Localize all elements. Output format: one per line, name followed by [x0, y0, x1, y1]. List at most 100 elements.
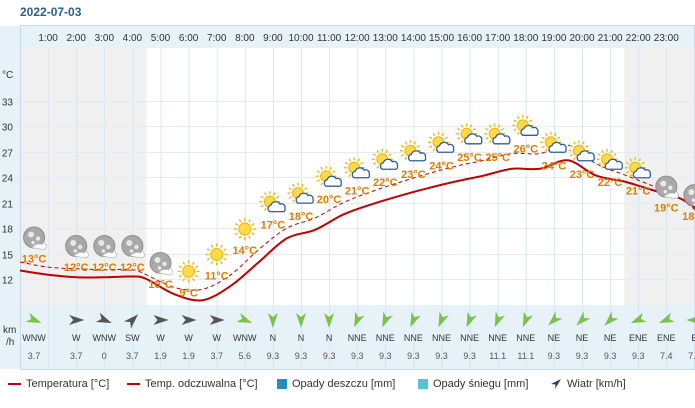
sun-ray [223, 257, 227, 261]
legend-rain-swatch [277, 379, 287, 390]
sun-ray [441, 132, 445, 137]
cloud-shape [323, 175, 342, 187]
sun-ray [178, 265, 182, 268]
sun-ray [248, 235, 251, 239]
wind-unit-h: /h [6, 337, 14, 348]
wind-speed: 1.9 [154, 351, 167, 361]
wind-speed: 5.6 [239, 351, 252, 361]
moon-cloud [663, 191, 679, 200]
wind-direction: NNE [432, 333, 451, 343]
wind-arrow-shape [382, 311, 393, 328]
wind-direction: ENE [657, 333, 676, 343]
moon-cloud [157, 267, 174, 276]
legend-wind: Wiatr [km/h] [550, 378, 626, 390]
wind-speed: 9.3 [604, 351, 617, 361]
sun-ray [528, 119, 533, 123]
wind-speed: 3.7 [210, 351, 223, 361]
sun-ray [276, 195, 280, 199]
sun-ray [264, 207, 267, 212]
hour-label: 5:00 [151, 33, 171, 44]
wind-direction: NNE [516, 333, 535, 343]
temperature-label: 20°C [317, 194, 342, 206]
hour-label: 1:00 [38, 33, 58, 44]
cloud-shape [520, 124, 539, 136]
temperature-label: 14°C [233, 245, 258, 257]
moon-clouds-icon [23, 226, 47, 250]
wind-speed: 11.1 [517, 351, 534, 361]
wind-speed: 3.7 [28, 351, 41, 361]
moon-cloud [129, 250, 145, 259]
cloud-shape [604, 158, 623, 170]
moon-clouds-icon [655, 175, 679, 200]
wind-direction: NNE [348, 333, 367, 343]
cloud-shape [492, 133, 511, 145]
sun-cloud-icon [371, 148, 399, 170]
temperature-label: 22°C [598, 177, 623, 189]
wind-arrow-icon [466, 311, 477, 328]
feels-like-line [19, 144, 695, 291]
wind-direction: W [212, 333, 221, 343]
wind-arrow-shape [410, 311, 421, 328]
wind-arrow-shape [522, 311, 534, 328]
hour-label: 10:00 [288, 33, 313, 44]
sun-ray [195, 274, 199, 278]
wind-direction: WNW [22, 333, 46, 343]
moon-crater [668, 185, 673, 190]
sun-ray [348, 158, 352, 162]
wind-arrow-icon [236, 312, 253, 324]
sun-cloud-icon [399, 140, 427, 162]
sun-ray [376, 149, 380, 154]
sun-ray [429, 136, 433, 140]
temperature-label: 26°C [514, 143, 539, 155]
cloud-shape [351, 167, 371, 179]
sun-cloud-icon [540, 131, 567, 153]
wind-arrow-icon [123, 314, 139, 329]
sun-ray [320, 182, 323, 186]
sun-ray [195, 265, 199, 268]
sun-ray [400, 153, 405, 157]
wind-arrow-icon [410, 311, 421, 328]
sun-ray [557, 136, 561, 140]
sun-ray [251, 222, 255, 226]
sun-ray [273, 192, 276, 196]
wind-direction: N [298, 333, 305, 343]
sun-ray [432, 132, 436, 137]
sun-ray [457, 136, 461, 140]
sun-ray [210, 244, 214, 248]
temperature-label: 12°C [92, 262, 117, 274]
left-axis-band [0, 26, 20, 369]
wind-arrow-icon [548, 311, 563, 326]
moon-crater [73, 249, 77, 253]
wind-speed: 9.3 [407, 351, 420, 361]
sun-ray [569, 144, 573, 148]
sun-ray [260, 195, 264, 199]
wind-arrow-icon [522, 311, 534, 328]
sun-ray [220, 261, 223, 265]
wind-arrow-icon [69, 315, 85, 325]
y-tick-label: 24 [2, 174, 14, 185]
wind-speed: 9.3 [267, 351, 280, 361]
sun-ray [304, 187, 308, 190]
hour-label: 23:00 [654, 33, 679, 44]
legend-temp: Temperatura [°C] [8, 378, 109, 390]
cloud-shape [436, 141, 455, 153]
legend-temp-line [8, 383, 21, 386]
cloud-shape [407, 150, 427, 162]
sun-ray [497, 124, 501, 128]
wind-arrow-shape [181, 315, 197, 325]
moon-crater [28, 231, 35, 238]
wind-arrow-icon [576, 311, 591, 326]
sun-ray [513, 128, 517, 132]
moon-crater [35, 236, 41, 241]
wind-direction: NNE [376, 333, 395, 343]
y-tick-label: 27 [2, 149, 14, 160]
temperature-label: 23°C [401, 169, 426, 181]
wind-arrow-shape [630, 312, 647, 324]
moon-clouds-icon [149, 251, 174, 276]
wind-arrow-icon [296, 313, 306, 328]
wind-direction: NE [604, 333, 617, 343]
wind-arrow-shape [438, 311, 449, 328]
wind-direction: SW [125, 333, 140, 343]
wind-direction: NNE [460, 333, 479, 343]
sun-ray [638, 158, 642, 162]
